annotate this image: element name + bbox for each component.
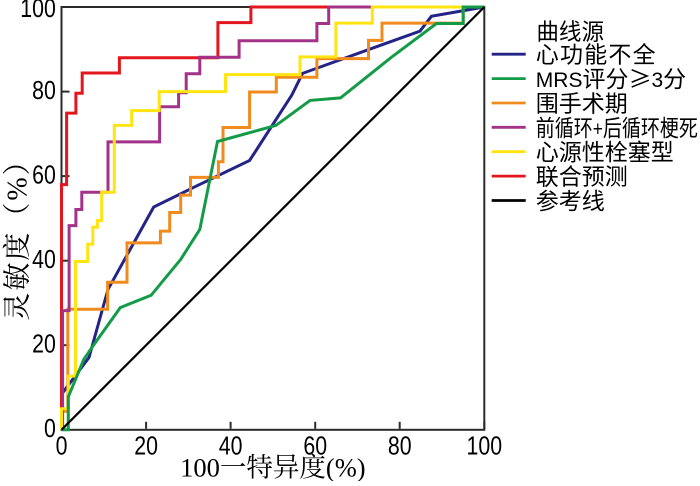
- svg-text:联合预测: 联合预测: [536, 158, 628, 192]
- svg-text:40: 40: [219, 432, 243, 462]
- svg-text:60: 60: [32, 160, 56, 190]
- svg-text:60: 60: [303, 432, 327, 462]
- svg-text:灵敏度（%）: 灵敏度（%）: [0, 145, 36, 320]
- svg-text:0: 0: [56, 432, 68, 462]
- svg-text:20: 20: [134, 432, 158, 462]
- svg-text:40: 40: [32, 245, 56, 275]
- svg-text:0: 0: [44, 414, 56, 444]
- svg-text:100: 100: [20, 0, 56, 24]
- svg-text:前循环+后循环梗死: 前循环+后循环梗死: [536, 111, 698, 144]
- svg-text:20: 20: [32, 330, 56, 360]
- svg-text:参考线: 参考线: [536, 182, 605, 216]
- svg-text:曲线源: 曲线源: [536, 13, 604, 46]
- svg-text:心源性栓塞型: 心源性栓塞型: [536, 133, 674, 167]
- svg-text:80: 80: [32, 76, 56, 106]
- svg-text:80: 80: [388, 432, 412, 462]
- svg-text:围手术期: 围手术期: [536, 85, 628, 119]
- svg-text:100: 100: [467, 432, 503, 462]
- svg-text:100一特异度(%): 100一特异度(%): [180, 445, 365, 481]
- svg-text:心功能不全: 心功能不全: [536, 36, 657, 70]
